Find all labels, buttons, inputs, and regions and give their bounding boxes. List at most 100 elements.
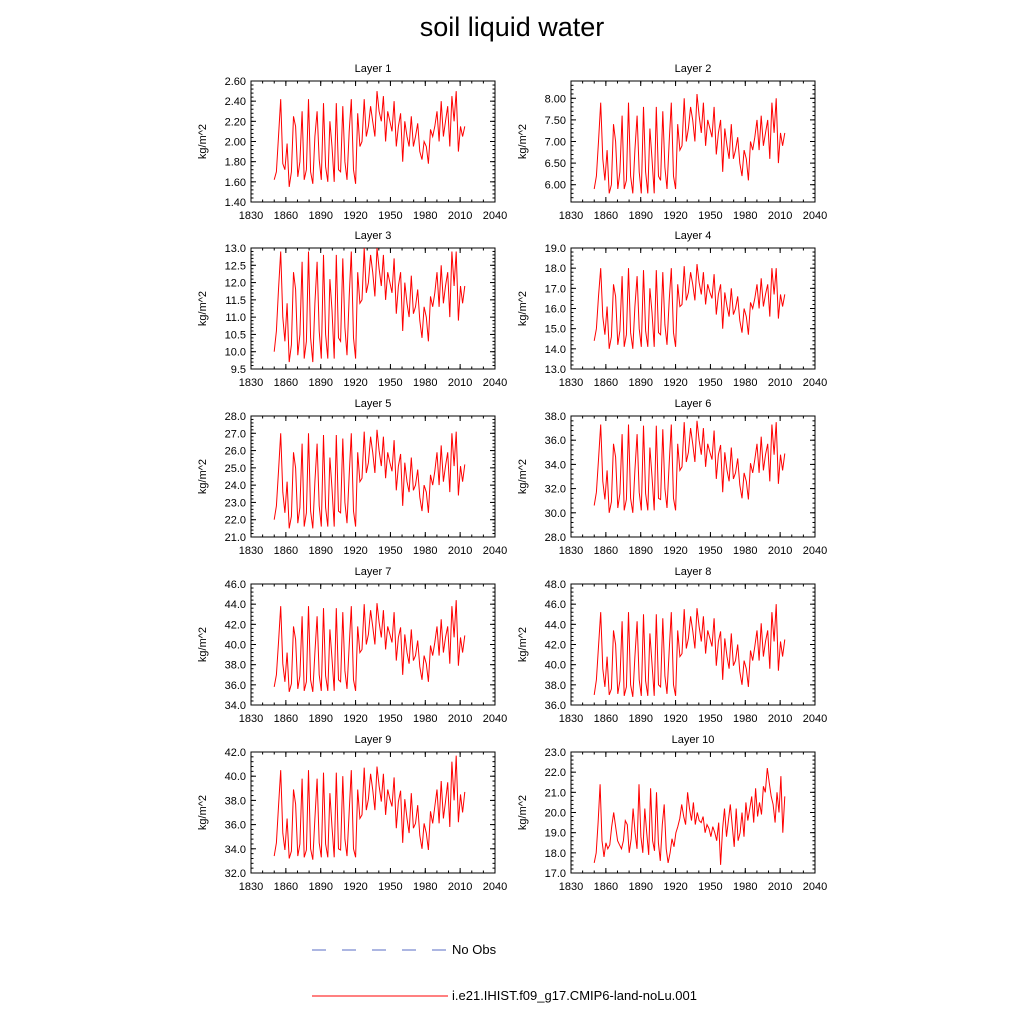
panel-layer-10: Layer 10 1830 1860 1890 1920 1950 1980 2010 2040… — [517, 734, 827, 893]
panel-title: Layer 4 — [675, 230, 712, 242]
y-tick-label: 38.0 — [225, 660, 246, 672]
x-tick-label: 2040 — [483, 713, 507, 725]
y-tick-label: 13.0 — [545, 364, 566, 376]
x-tick-label: 2040 — [803, 377, 827, 389]
x-tick-label: 1950 — [698, 881, 722, 893]
y-tick-label: 48.0 — [545, 579, 566, 591]
x-tick-label: 1980 — [413, 713, 437, 725]
x-tick-label: 1860 — [274, 713, 298, 725]
y-tick-label: 36.0 — [545, 700, 566, 712]
x-tick-label: 1860 — [594, 545, 618, 557]
y-tick-label: 7.50 — [545, 115, 566, 127]
y-tick-label: 23.0 — [225, 497, 246, 509]
y-tick-label: 21.0 — [225, 532, 246, 544]
x-tick-label: 2010 — [448, 713, 472, 725]
y-tick-label: 28.0 — [545, 532, 566, 544]
y-axis-label: kg/m^2 — [197, 291, 209, 326]
x-tick-label: 1920 — [343, 377, 367, 389]
x-tick-label: 2010 — [768, 210, 792, 222]
panel-frame — [570, 415, 816, 538]
y-tick-label: 36.0 — [225, 820, 246, 832]
series-line — [593, 768, 786, 865]
y-tick-label: 38.0 — [545, 680, 566, 692]
y-tick-label: 32.0 — [545, 484, 566, 496]
x-tick-label: 1890 — [308, 545, 332, 557]
panel-frame — [570, 583, 816, 706]
series-line — [273, 600, 466, 693]
x-tick-label: 1860 — [594, 377, 618, 389]
x-tick-label: 1830 — [559, 881, 583, 893]
y-tick-label: 10.0 — [225, 347, 246, 359]
x-tick-label: 1920 — [343, 210, 367, 222]
y-tick-label: 17.0 — [545, 283, 566, 295]
x-tick-label: 1980 — [413, 545, 437, 557]
series-line — [593, 420, 786, 513]
x-tick-label: 1980 — [733, 881, 757, 893]
x-tick-label: 2010 — [448, 545, 472, 557]
x-tick-label: 1860 — [274, 377, 298, 389]
y-tick-label: 1.80 — [225, 157, 246, 169]
y-tick-label: 1.40 — [225, 197, 246, 209]
panel-frame — [570, 751, 816, 874]
series-line — [593, 93, 786, 194]
x-tick-label: 1920 — [663, 377, 687, 389]
x-tick-label: 1920 — [343, 881, 367, 893]
x-tick-label: 1950 — [378, 713, 402, 725]
y-tick-label: 23.0 — [545, 747, 566, 759]
x-tick-label: 1830 — [239, 210, 263, 222]
x-tick-label: 2010 — [768, 545, 792, 557]
x-tick-label: 1830 — [559, 210, 583, 222]
series-line — [273, 429, 466, 529]
y-axis-label: kg/m^2 — [517, 459, 529, 494]
x-tick-label: 2010 — [768, 713, 792, 725]
panel-title: Layer 3 — [355, 230, 392, 242]
panel-layer-1: Layer 1 1830 1860 1890 1920 1950 1980 2010 2040 1… — [197, 63, 507, 222]
y-tick-label: 12.0 — [225, 278, 246, 290]
x-tick-label: 1890 — [628, 377, 652, 389]
series-line — [273, 755, 466, 860]
y-axis-label: kg/m^2 — [517, 291, 529, 326]
x-tick-label: 1890 — [308, 713, 332, 725]
panel-title: Layer 9 — [355, 734, 392, 746]
panel-layer-5: Layer 5 1830 1860 1890 1920 1950 1980 2010 2040 2… — [197, 398, 507, 557]
y-tick-label: 44.0 — [545, 619, 566, 631]
y-tick-label: 2.20 — [225, 116, 246, 128]
x-tick-label: 1830 — [239, 881, 263, 893]
x-tick-label: 1980 — [733, 713, 757, 725]
x-tick-label: 1860 — [274, 545, 298, 557]
y-tick-label: 10.5 — [225, 329, 246, 341]
y-axis-label: kg/m^2 — [197, 459, 209, 494]
y-tick-label: 36.0 — [545, 435, 566, 447]
y-tick-label: 38.0 — [225, 795, 246, 807]
y-tick-label: 40.0 — [545, 660, 566, 672]
y-tick-label: 11.5 — [225, 295, 246, 307]
y-tick-label: 22.0 — [545, 767, 566, 779]
panel-layer-6: Layer 6 1830 1860 1890 1920 1950 1980 2010 2040 2… — [517, 398, 827, 557]
x-tick-label: 1830 — [559, 713, 583, 725]
y-tick-label: 42.0 — [545, 640, 566, 652]
panel-title: Layer 2 — [675, 63, 712, 75]
x-tick-label: 1950 — [698, 713, 722, 725]
y-tick-label: 6.00 — [545, 180, 566, 192]
series-line — [593, 264, 786, 349]
panel-title: Layer 1 — [355, 63, 392, 75]
series-line — [273, 91, 466, 187]
x-tick-label: 1890 — [628, 210, 652, 222]
panel-title: Layer 7 — [355, 566, 392, 578]
y-tick-label: 17.0 — [545, 868, 566, 880]
x-tick-label: 1950 — [378, 881, 402, 893]
x-tick-label: 1920 — [663, 210, 687, 222]
y-tick-label: 8.00 — [545, 93, 566, 105]
y-tick-label: 20.0 — [545, 808, 566, 820]
x-tick-label: 2010 — [448, 377, 472, 389]
y-tick-label: 30.0 — [545, 508, 566, 520]
y-tick-label: 42.0 — [225, 747, 246, 759]
x-tick-label: 1920 — [663, 545, 687, 557]
x-tick-label: 1950 — [698, 545, 722, 557]
y-tick-label: 36.0 — [225, 680, 246, 692]
y-tick-label: 34.0 — [225, 700, 246, 712]
x-tick-label: 1860 — [594, 210, 618, 222]
y-tick-label: 16.0 — [545, 304, 566, 316]
panel-layer-8: Layer 8 1830 1860 1890 1920 1950 1980 2010 2040 3… — [517, 566, 827, 725]
